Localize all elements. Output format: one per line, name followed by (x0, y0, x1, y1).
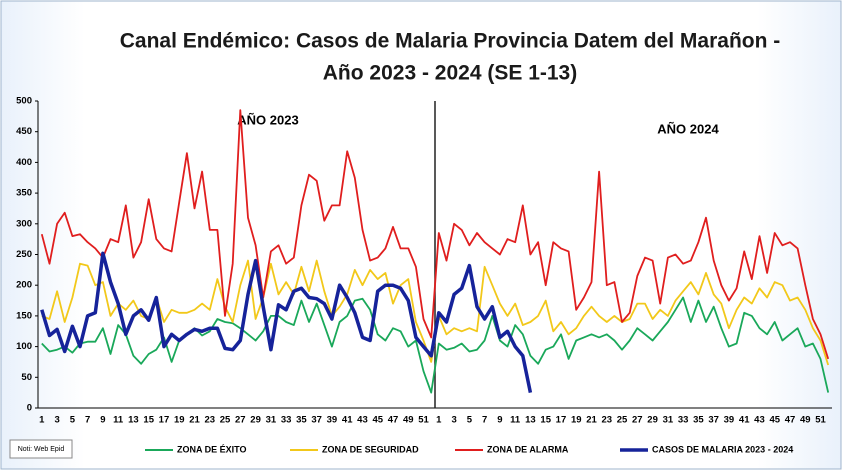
chart-subtitle: Año 2023 - 2024 (SE 1-13) (323, 62, 577, 85)
x-tick-label: 43 (754, 415, 765, 426)
legend-label: ZONA DE ÉXITO (177, 444, 247, 454)
x-tick-label: 15 (143, 415, 154, 426)
x-tick-label: 21 (189, 415, 200, 426)
x-tick-label: 41 (739, 415, 750, 426)
x-tick-label: 35 (693, 415, 704, 426)
x-tick-label: 5 (70, 415, 76, 426)
x-tick-label: 5 (467, 415, 473, 426)
x-tick-label: 31 (663, 415, 674, 426)
x-tick-label: 33 (678, 415, 689, 426)
x-tick-label: 11 (510, 415, 521, 426)
x-tick-label: 3 (451, 415, 456, 426)
x-tick-label: 7 (85, 415, 90, 426)
series-line (40, 109, 830, 360)
x-tick-label: 43 (357, 415, 368, 426)
x-tick-label: 27 (632, 415, 643, 426)
x-tick-label: 9 (497, 415, 502, 426)
x-tick-label: 11 (113, 415, 124, 426)
x-tick-label: 25 (617, 415, 628, 426)
x-tick-label: 27 (235, 415, 246, 426)
x-tick-label: 49 (403, 415, 414, 426)
x-tick-label: 1 (39, 415, 45, 426)
x-tick-label: 51 (815, 415, 826, 426)
x-tick-label: 45 (372, 415, 383, 426)
x-tick-label: 47 (388, 415, 399, 426)
x-tick-label: 45 (769, 415, 780, 426)
x-tick-label: 39 (327, 415, 338, 426)
x-tick-label: 3 (54, 415, 59, 426)
x-tick-label: 41 (342, 415, 353, 426)
x-tick-label: 51 (418, 415, 429, 426)
x-tick-label: 23 (601, 415, 612, 426)
x-tick-label: 33 (281, 415, 292, 426)
y-tick-label: 500 (16, 96, 32, 107)
x-tick-label: 25 (220, 415, 231, 426)
legend-label: CASOS DE MALARIA 2023 - 2024 (652, 444, 793, 454)
x-tick-label: 15 (540, 415, 551, 426)
series-line (40, 251, 533, 393)
y-tick-label: 450 (16, 126, 32, 137)
x-tick-label: 19 (174, 415, 185, 426)
x-tick-label: 35 (296, 415, 307, 426)
annotation: AÑO 2024 (657, 121, 719, 136)
x-tick-label: 13 (525, 415, 536, 426)
y-tick-label: 300 (16, 218, 32, 229)
y-tick-label: 350 (16, 188, 32, 199)
x-tick-label: 29 (647, 415, 658, 426)
x-tick-label: 23 (204, 415, 215, 426)
y-tick-label: 100 (16, 341, 32, 352)
x-tick-label: 7 (482, 415, 487, 426)
x-tick-label: 17 (159, 415, 170, 426)
x-tick-label: 49 (800, 415, 811, 426)
x-tick-label: 19 (571, 415, 582, 426)
y-tick-label: 150 (16, 310, 32, 321)
y-tick-label: 0 (27, 403, 32, 414)
legend-label: ZONA DE ALARMA (487, 444, 569, 454)
x-tick-label: 13 (128, 415, 139, 426)
annotation: AÑO 2023 (237, 112, 298, 127)
x-tick-label: 31 (266, 415, 277, 426)
y-tick-label: 50 (21, 372, 32, 383)
source: Noti: Web Epid (18, 446, 65, 453)
chart-title: Canal Endémico: Casos de Malaria Provinc… (120, 30, 781, 53)
x-tick-label: 29 (250, 415, 261, 426)
y-tick-label: 200 (16, 280, 32, 291)
x-tick-label: 39 (724, 415, 735, 426)
legend-label: ZONA DE SEGURIDAD (322, 444, 419, 454)
x-tick-label: 1 (436, 415, 442, 426)
x-tick-label: 17 (556, 415, 567, 426)
x-tick-label: 47 (785, 415, 796, 426)
x-tick-label: 9 (100, 415, 105, 426)
source-box (9, 439, 73, 459)
y-tick-label: 400 (16, 157, 32, 168)
x-tick-label: 37 (311, 415, 322, 426)
y-tick-label: 250 (16, 249, 32, 260)
x-tick-label: 37 (708, 415, 719, 426)
x-tick-label: 21 (586, 415, 597, 426)
series-line (41, 296, 830, 394)
